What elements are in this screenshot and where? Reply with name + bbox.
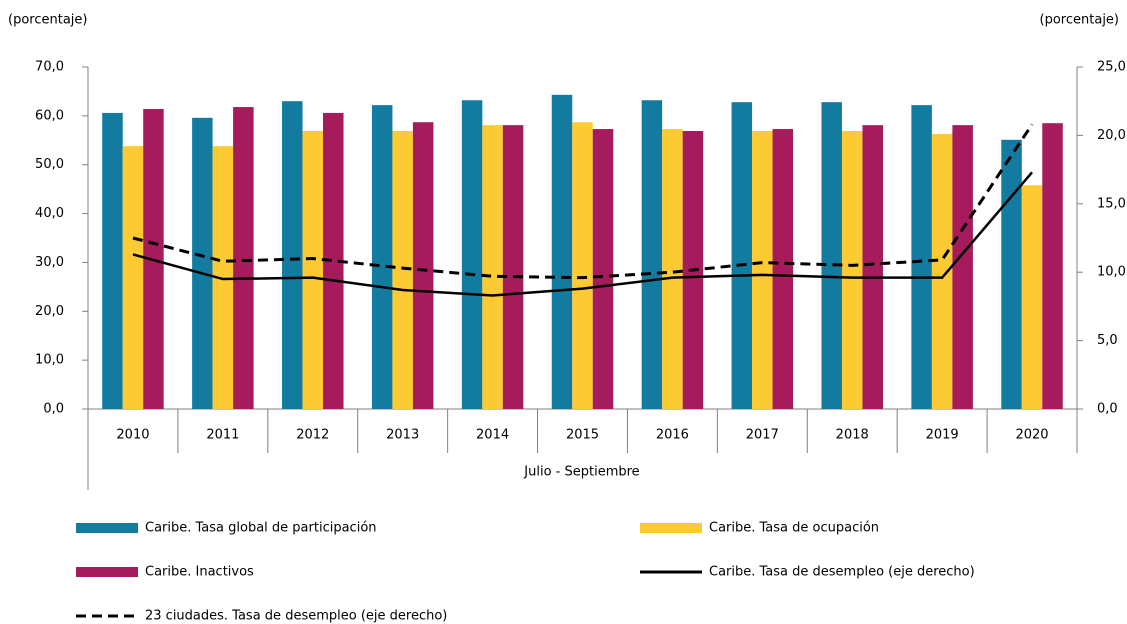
y-tick-label: 50,0	[35, 157, 64, 172]
legend-swatch	[76, 567, 138, 577]
x-tick-label: 2020	[1015, 428, 1048, 443]
x-tick-label: 2015	[566, 428, 599, 443]
y2-tick-label: 25,0	[1097, 60, 1126, 75]
bar	[1042, 123, 1063, 409]
bar	[482, 125, 503, 409]
bar	[212, 146, 234, 410]
bar	[772, 129, 794, 409]
y-tick-label: 10,0	[35, 353, 64, 368]
bar	[931, 133, 953, 410]
bar	[461, 100, 483, 410]
bar	[551, 94, 573, 409]
bar	[282, 101, 303, 409]
legend-label: Caribe. Inactivos	[145, 565, 254, 580]
bar	[731, 102, 753, 410]
legend-label: Caribe. Tasa de desempleo (eje derecho)	[709, 565, 975, 580]
legend-label: 23 ciudades. Tasa de desempleo (eje dere…	[145, 609, 447, 624]
y-tick-label: 60,0	[35, 108, 64, 123]
bar	[323, 112, 344, 409]
bar	[841, 131, 863, 409]
bar	[662, 129, 683, 409]
y2-tick-label: 5,0	[1097, 333, 1118, 348]
y2-tick-label: 20,0	[1097, 128, 1126, 143]
y2-axis-label: (porcentaje)	[1040, 13, 1119, 28]
bar	[572, 122, 593, 410]
bar	[371, 105, 393, 409]
bar	[392, 131, 413, 409]
legend-label: Caribe. Tasa de ocupación	[709, 521, 879, 536]
x-tick-label: 2012	[296, 428, 329, 443]
bar	[952, 125, 973, 409]
x-tick-label: 2010	[116, 428, 149, 443]
x-tick-label: 2017	[746, 428, 779, 443]
y-tick-label: 30,0	[35, 255, 64, 270]
y-tick-label: 70,0	[35, 60, 64, 75]
bar	[122, 146, 144, 410]
bar	[502, 125, 524, 409]
x-axis-label: Julio - Septiembre	[523, 465, 639, 480]
bar	[412, 122, 434, 410]
bar	[192, 117, 213, 409]
bar	[1001, 139, 1022, 409]
y2-tick-label: 10,0	[1097, 265, 1126, 280]
bar	[641, 100, 663, 410]
bar	[102, 112, 123, 409]
legend-swatch	[76, 523, 138, 533]
line	[132, 171, 1034, 297]
bar	[302, 131, 324, 409]
x-tick-label: 2018	[836, 428, 869, 443]
bar	[233, 107, 254, 409]
y2-tick-label: 15,0	[1097, 196, 1126, 211]
x-tick-label: 2013	[386, 428, 419, 443]
x-tick-label: 2016	[656, 428, 689, 443]
bar	[592, 129, 614, 409]
y-tick-label: 20,0	[35, 304, 64, 319]
legend-swatch	[640, 523, 702, 533]
x-tick-label: 2019	[926, 428, 959, 443]
legend-label: Caribe. Tasa global de participación	[145, 521, 377, 536]
y2-tick-label: 0,0	[1097, 402, 1118, 417]
bar	[1021, 185, 1043, 409]
y-axis-label: (porcentaje)	[8, 13, 87, 28]
y-tick-label: 40,0	[35, 206, 64, 221]
y-tick-label: 0,0	[43, 402, 64, 417]
x-tick-label: 2011	[206, 428, 239, 443]
line	[132, 123, 1034, 280]
bar	[862, 125, 883, 409]
bar	[821, 102, 842, 410]
bar	[911, 105, 932, 409]
bar	[752, 131, 773, 409]
x-tick-label: 2014	[476, 428, 509, 443]
